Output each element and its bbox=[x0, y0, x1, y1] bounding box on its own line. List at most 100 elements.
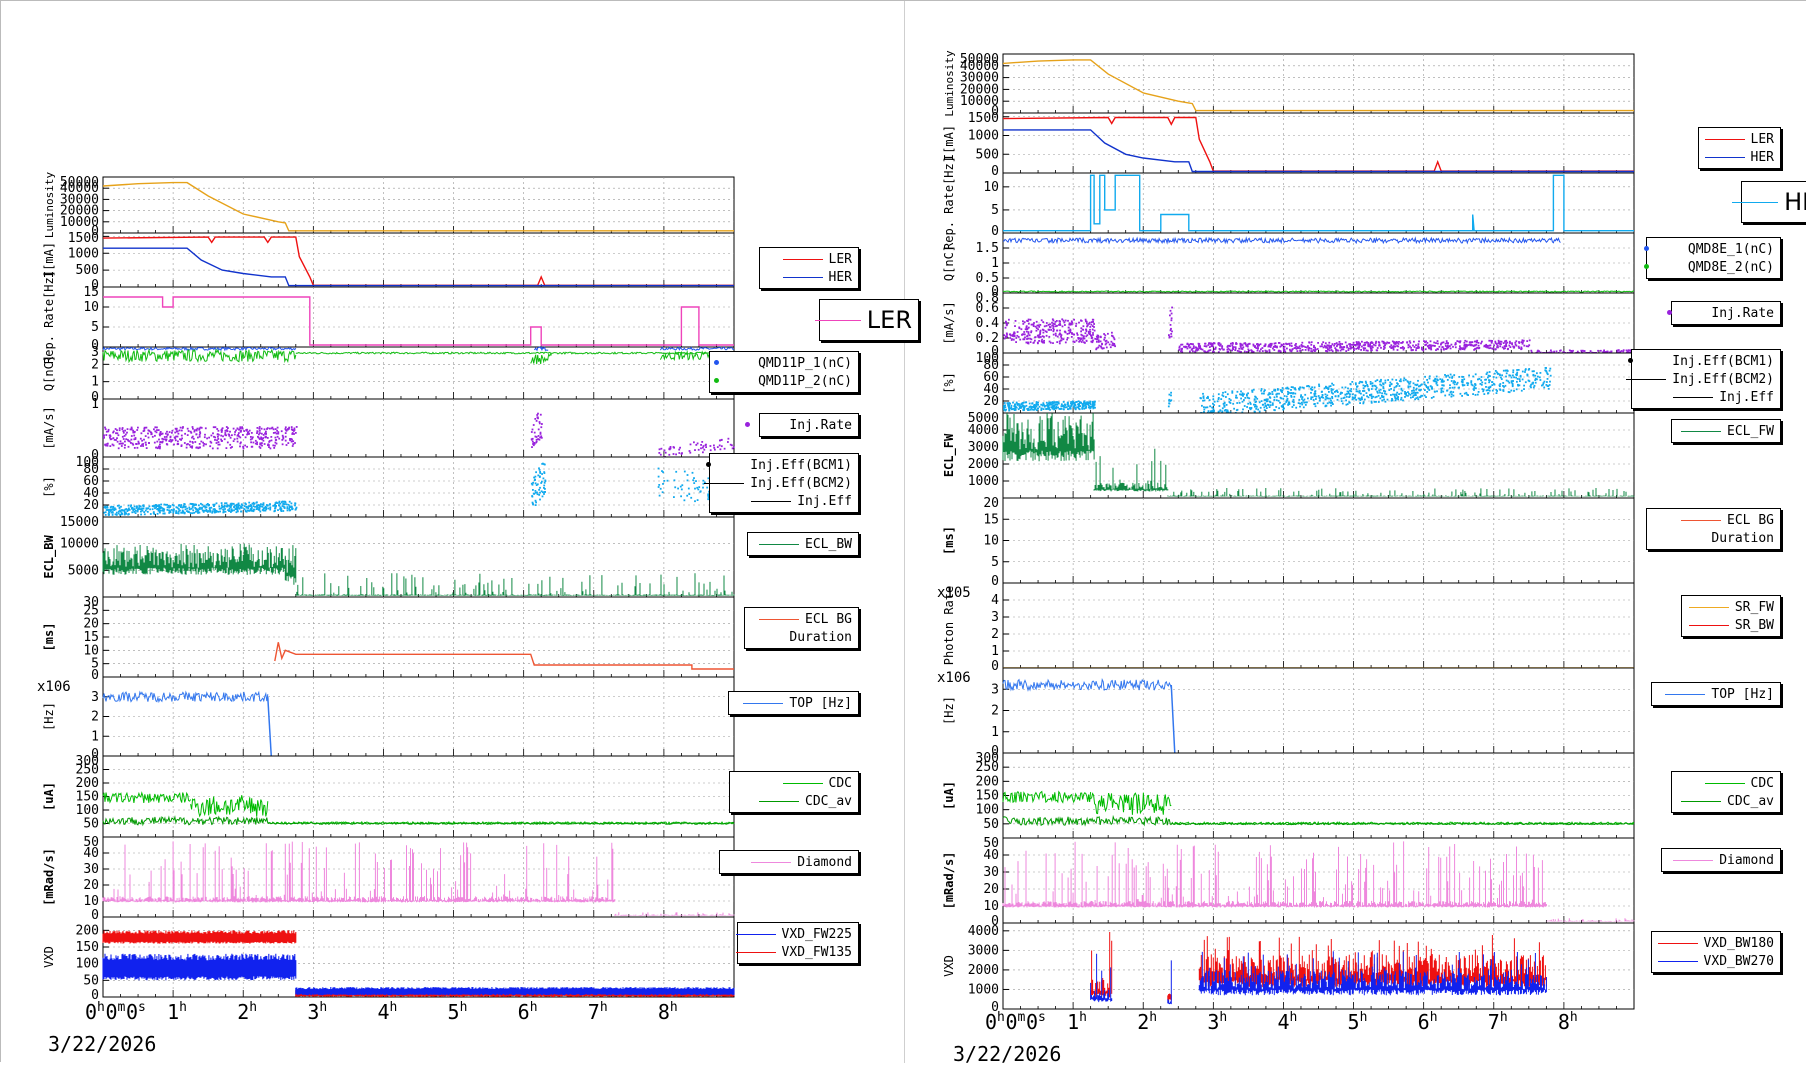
scatter-point bbox=[684, 499, 686, 501]
scatter-point bbox=[275, 439, 277, 441]
scatter-point bbox=[1429, 375, 1431, 377]
scatter-point bbox=[1403, 380, 1405, 382]
scatter-point bbox=[1511, 377, 1513, 379]
scatter-point bbox=[1235, 395, 1237, 397]
scatter-point bbox=[1456, 383, 1458, 385]
scatter-point bbox=[1468, 375, 1470, 377]
panel-frame bbox=[103, 917, 734, 997]
scatter-point bbox=[1446, 390, 1448, 392]
scatter-point bbox=[166, 431, 168, 433]
scatter-point bbox=[217, 448, 219, 450]
scatter-point bbox=[179, 430, 181, 432]
scatter-point bbox=[1464, 340, 1466, 342]
scatter-point bbox=[111, 509, 113, 511]
scatter-point bbox=[291, 428, 293, 430]
scatter-point bbox=[1495, 348, 1497, 350]
scatter-point bbox=[184, 442, 186, 444]
scatter-point bbox=[1261, 388, 1263, 390]
scatter-point bbox=[233, 428, 235, 430]
scatter-point bbox=[1426, 391, 1428, 393]
scatter-point bbox=[1014, 325, 1016, 327]
scatter-point bbox=[1289, 403, 1291, 405]
scatter-point bbox=[660, 488, 662, 490]
scatter-point bbox=[1331, 402, 1333, 404]
scatter-point bbox=[1282, 387, 1284, 389]
scatter-point bbox=[1242, 409, 1244, 411]
scatter-point bbox=[1513, 376, 1515, 378]
scatter-point bbox=[257, 436, 259, 438]
scatter-point bbox=[1519, 380, 1521, 382]
scatter-point bbox=[1397, 346, 1399, 348]
scatter-point bbox=[265, 431, 267, 433]
scatter-point bbox=[1214, 401, 1216, 403]
scatter-point bbox=[1446, 340, 1448, 342]
scatter-point bbox=[1454, 387, 1456, 389]
scatter-point bbox=[222, 508, 224, 510]
scatter-point bbox=[272, 445, 274, 447]
scatter-point bbox=[212, 432, 214, 434]
scatter-point bbox=[259, 428, 261, 430]
y-tick-label: 1 bbox=[91, 375, 99, 390]
scatter-point bbox=[159, 506, 161, 508]
scatter-point bbox=[1293, 399, 1295, 401]
scatter-point bbox=[1038, 336, 1040, 338]
scatter-point bbox=[1091, 337, 1093, 339]
scatter-point bbox=[1035, 336, 1037, 338]
scatter-point bbox=[226, 502, 228, 504]
scatter-point bbox=[1171, 331, 1173, 333]
scatter-point bbox=[239, 446, 241, 448]
scatter-point bbox=[176, 431, 178, 433]
scatter-point bbox=[1481, 382, 1483, 384]
scatter-point bbox=[1348, 349, 1350, 351]
scatter-point bbox=[1623, 349, 1625, 351]
scatter-point bbox=[544, 491, 546, 493]
scatter-point bbox=[1170, 399, 1172, 401]
scatter-point bbox=[1459, 342, 1461, 344]
scatter-point bbox=[540, 433, 542, 435]
scatter-point bbox=[1064, 321, 1066, 323]
scatter-point bbox=[1098, 336, 1100, 338]
scatter-point bbox=[1582, 350, 1584, 352]
scatter-point bbox=[1085, 329, 1087, 331]
scatter-point bbox=[1506, 380, 1508, 382]
scatter-point bbox=[1022, 405, 1024, 407]
scatter-point bbox=[1361, 396, 1363, 398]
scatter-point bbox=[211, 435, 213, 437]
scatter-point bbox=[543, 463, 545, 465]
scatter-point bbox=[126, 432, 128, 434]
scatter-point bbox=[1063, 320, 1065, 322]
scatter-point bbox=[1211, 345, 1213, 347]
scatter-point bbox=[1304, 399, 1306, 401]
scatter-point bbox=[1492, 390, 1494, 392]
scatter-point bbox=[1299, 389, 1301, 391]
scatter-point bbox=[1376, 379, 1378, 381]
scatter-point bbox=[1270, 346, 1272, 348]
scatter-point bbox=[1045, 408, 1047, 410]
scatter-point bbox=[1047, 407, 1049, 409]
scatter-point bbox=[1232, 403, 1234, 405]
scatter-point bbox=[264, 436, 266, 438]
scatter-point bbox=[193, 512, 195, 514]
scatter-point bbox=[203, 445, 205, 447]
scatter-point bbox=[178, 513, 180, 515]
scatter-point bbox=[1284, 395, 1286, 397]
scatter-point bbox=[1276, 347, 1278, 349]
scatter-point bbox=[1271, 345, 1273, 347]
scatter-point bbox=[1365, 385, 1367, 387]
scatter-point bbox=[127, 509, 129, 511]
scatter-point bbox=[1195, 346, 1197, 348]
scatter-point bbox=[1114, 338, 1116, 340]
y-tick-label: 50 bbox=[83, 973, 99, 988]
scatter-point bbox=[1518, 369, 1520, 371]
panel-frame bbox=[1003, 54, 1634, 113]
scatter-point bbox=[1077, 406, 1079, 408]
scatter-point bbox=[1464, 342, 1466, 344]
scatter-point bbox=[1355, 382, 1357, 384]
scatter-point bbox=[1055, 407, 1057, 409]
scatter-point bbox=[1461, 395, 1463, 397]
scatter-point bbox=[1004, 404, 1006, 406]
scatter-point bbox=[1112, 335, 1114, 337]
scatter-point bbox=[1343, 346, 1345, 348]
scatter-point bbox=[1171, 317, 1173, 319]
scatter-point bbox=[1259, 411, 1261, 413]
